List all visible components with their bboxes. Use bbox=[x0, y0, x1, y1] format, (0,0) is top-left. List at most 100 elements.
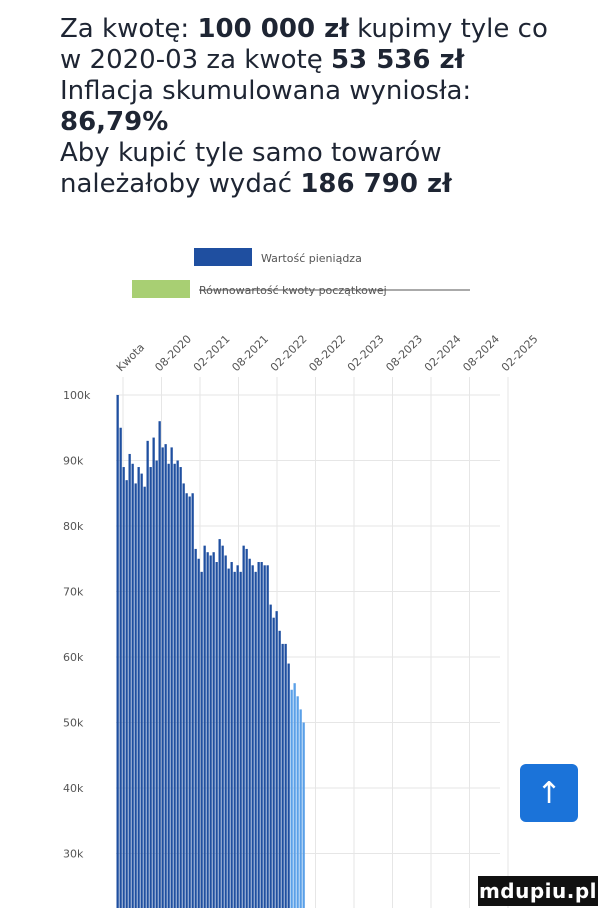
headline-line-6: należałoby wydać 186 790 zł bbox=[60, 169, 452, 199]
bar bbox=[194, 548, 197, 908]
bar bbox=[275, 611, 278, 908]
bar bbox=[296, 696, 299, 908]
bar bbox=[299, 709, 302, 908]
y-tick-label: 100k bbox=[63, 389, 91, 402]
required-amount: 186 790 zł bbox=[300, 169, 452, 199]
bar bbox=[293, 683, 296, 908]
x-tick-label: 02-2021 bbox=[191, 332, 233, 374]
bar bbox=[131, 463, 134, 908]
bar bbox=[119, 427, 122, 908]
bar bbox=[197, 558, 200, 908]
bar bbox=[200, 571, 203, 908]
x-tick-label: 02-2024 bbox=[422, 332, 464, 374]
bar bbox=[281, 643, 284, 908]
bar bbox=[269, 604, 272, 908]
x-tick-label: 02-2023 bbox=[345, 332, 387, 374]
x-tick-label: 08-2023 bbox=[383, 332, 425, 374]
bar bbox=[287, 663, 290, 908]
y-tick-label: 50k bbox=[63, 717, 84, 730]
bar bbox=[143, 486, 146, 908]
bar bbox=[182, 483, 185, 908]
inflation-value: 86,79% bbox=[60, 107, 169, 137]
y-tick-label: 70k bbox=[63, 586, 84, 599]
legend-swatch-value bbox=[194, 248, 252, 266]
bar bbox=[122, 467, 125, 908]
bar bbox=[272, 617, 275, 908]
headline-line-5: Aby kupić tyle samo towarów bbox=[60, 138, 442, 168]
x-tick-label: 08-2020 bbox=[152, 332, 194, 374]
bar bbox=[191, 493, 194, 908]
bar bbox=[257, 562, 260, 908]
bar bbox=[140, 473, 143, 908]
bar bbox=[248, 558, 251, 908]
bar bbox=[128, 453, 131, 908]
bar bbox=[167, 463, 170, 908]
bar bbox=[218, 539, 221, 908]
y-tick-label: 30k bbox=[63, 848, 84, 861]
bar bbox=[302, 722, 305, 908]
bar bbox=[173, 463, 176, 908]
bar bbox=[149, 467, 152, 908]
bar bbox=[203, 545, 206, 908]
bar bbox=[170, 447, 173, 908]
bar bbox=[215, 562, 218, 908]
bar bbox=[290, 689, 293, 908]
headline-line-1: Za kwotę: 100 000 zł kupimy tyle co bbox=[60, 14, 548, 44]
bar bbox=[137, 467, 140, 908]
bar bbox=[176, 460, 179, 908]
bar bbox=[239, 571, 242, 908]
y-tick-label: 90k bbox=[63, 455, 84, 468]
bar bbox=[212, 552, 215, 908]
x-tick-label: 08-2021 bbox=[229, 332, 271, 374]
bar bbox=[260, 562, 263, 908]
bar bbox=[254, 571, 257, 908]
initial-amount: 100 000 zł bbox=[197, 14, 349, 44]
legend-label-value: Wartość pieniądza bbox=[261, 252, 362, 265]
bar bbox=[263, 565, 266, 908]
bar bbox=[233, 571, 236, 908]
y-tick-label: 40k bbox=[63, 782, 84, 795]
watermark: mdupiu.pl bbox=[478, 876, 598, 906]
bar bbox=[236, 565, 239, 908]
headline-line-3: Inflacja skumulowana wyniosła: bbox=[60, 76, 472, 106]
x-tick-label: 02-2022 bbox=[268, 332, 310, 374]
bar bbox=[224, 555, 227, 908]
x-tick-label: 02-2025 bbox=[499, 332, 541, 374]
bar bbox=[227, 568, 230, 908]
bar bbox=[230, 562, 233, 908]
headline-line-2: w 2020-03 za kwotę 53 536 zł bbox=[60, 45, 465, 75]
bar bbox=[164, 444, 167, 908]
bar bbox=[209, 555, 212, 908]
bar bbox=[251, 565, 254, 908]
bar bbox=[161, 447, 164, 908]
y-axis-labels: 100k 90k 80k 70k 60k 50k 40k 30k bbox=[63, 389, 91, 861]
bar bbox=[242, 545, 245, 908]
bar bbox=[179, 467, 182, 908]
x-tick-label: Kwota bbox=[114, 341, 147, 374]
y-tick-label: 80k bbox=[63, 520, 84, 533]
bars bbox=[116, 395, 305, 908]
bar bbox=[125, 480, 128, 908]
bar bbox=[206, 552, 209, 908]
bar bbox=[152, 437, 155, 908]
headline: Za kwotę: 100 000 zł kupimy tyle co w 20… bbox=[60, 14, 580, 200]
bar bbox=[185, 493, 188, 908]
x-tick-label: 08-2024 bbox=[460, 332, 502, 374]
scroll-to-top-button[interactable]: ↑ bbox=[520, 764, 578, 822]
arrow-up-icon: ↑ bbox=[536, 775, 562, 811]
bar bbox=[155, 460, 158, 908]
bar bbox=[158, 421, 161, 908]
bar bbox=[134, 483, 137, 908]
legend-swatch-equivalent bbox=[132, 280, 190, 298]
bar bbox=[221, 545, 224, 908]
bar bbox=[116, 395, 119, 908]
bar bbox=[278, 630, 281, 908]
y-tick-label: 60k bbox=[63, 651, 84, 664]
bar bbox=[245, 548, 248, 908]
bar bbox=[266, 565, 269, 908]
x-tick-label: 08-2022 bbox=[306, 332, 348, 374]
bar bbox=[188, 496, 191, 908]
bar bbox=[146, 440, 149, 908]
